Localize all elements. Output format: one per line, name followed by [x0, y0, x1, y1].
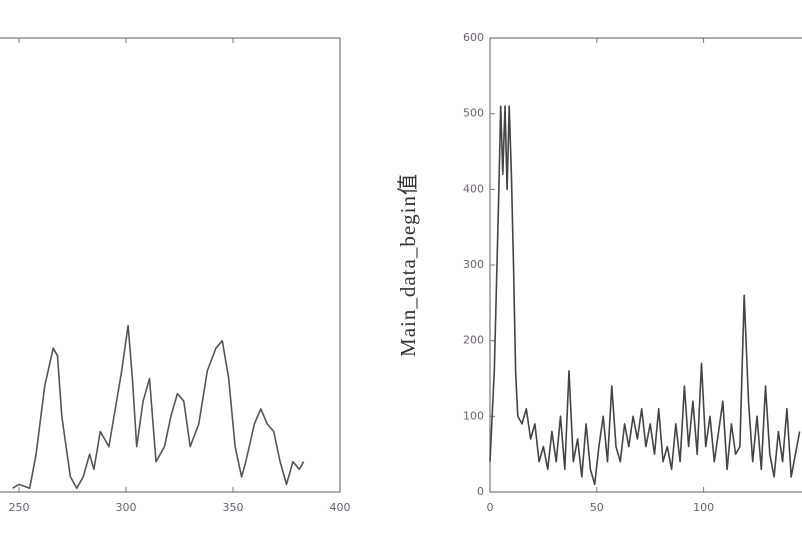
y-tick-label: 400	[463, 182, 484, 195]
x-tick-label: 400	[330, 501, 351, 514]
y-tick-label: 100	[463, 409, 484, 422]
y-tick-label: 200	[463, 334, 484, 347]
data-line	[489, 105, 801, 486]
x-tick-label: 50	[590, 501, 604, 514]
x-tick-label: 300	[116, 501, 137, 514]
x-tick-label: 250	[9, 501, 30, 514]
x-tick-label: 350	[223, 501, 244, 514]
y-axis-label: Main_data_begin值	[396, 173, 420, 357]
y-tick-label: 600	[463, 31, 484, 44]
data-line	[12, 324, 305, 489]
x-tick-label: 100	[693, 501, 714, 514]
y-tick-label: 500	[463, 107, 484, 120]
plot-frame	[489, 37, 802, 493]
y-tick-label: 300	[463, 258, 484, 271]
y-tick-label: 0	[477, 485, 484, 498]
chart	[489, 37, 802, 493]
x-tick-label: 0	[487, 501, 494, 514]
chart	[0, 37, 341, 493]
